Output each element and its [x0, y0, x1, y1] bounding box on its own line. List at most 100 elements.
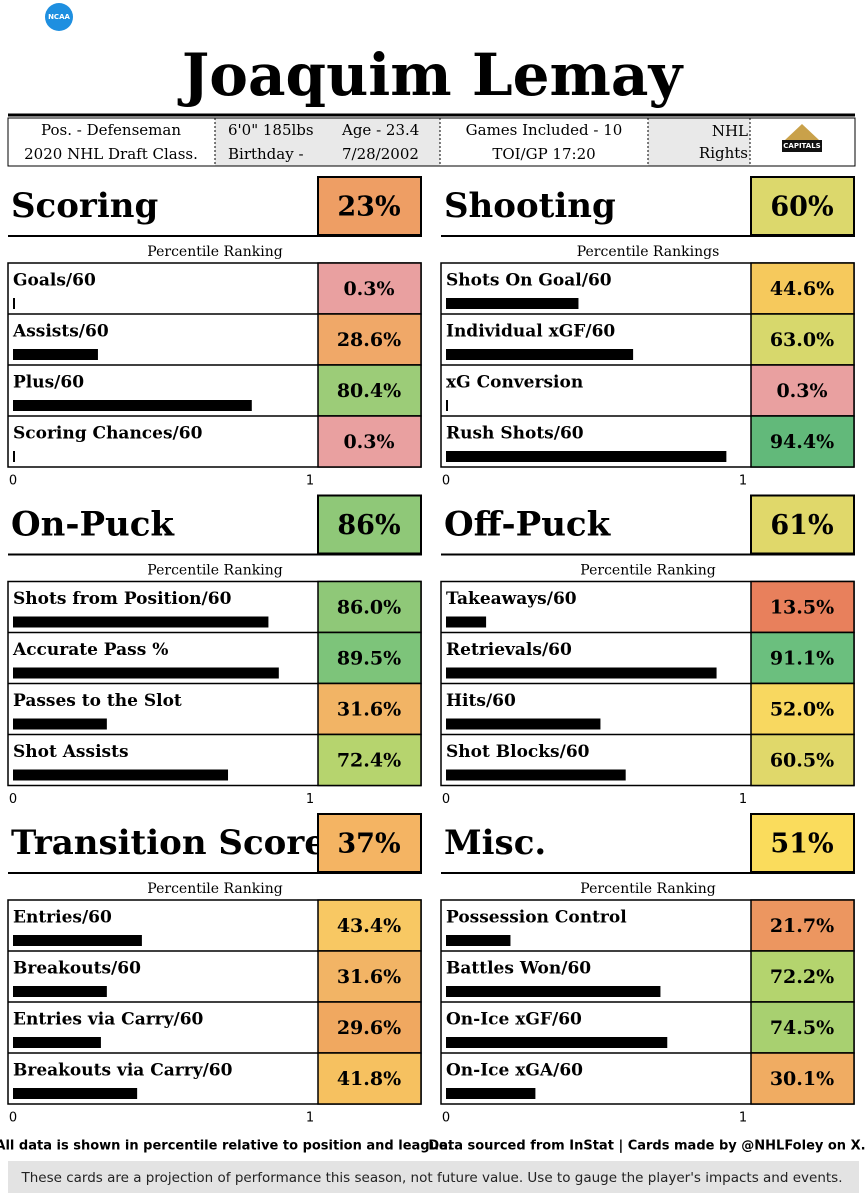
- bar: [446, 451, 727, 462]
- score-box: [317, 494, 422, 555]
- score: 60%: [770, 192, 833, 223]
- value-label: 80.4%: [337, 380, 401, 402]
- category-label: On-Ice xGF/60: [446, 1010, 582, 1030]
- bar: [13, 400, 252, 411]
- info: Pos. - Defenseman: [41, 121, 181, 139]
- value-label: 72.4%: [337, 750, 401, 772]
- cell-bg: [648, 118, 750, 166]
- panel-title: Transition Score: [11, 823, 326, 863]
- category-label: Shots On Goal/60: [446, 271, 612, 291]
- score-box: [750, 813, 855, 873]
- x-tick-label: 1: [306, 1111, 314, 1126]
- category-label: Goals/60: [13, 271, 96, 291]
- subtitle: Percentile Ranking: [580, 563, 715, 579]
- value-label: 0.3%: [343, 278, 394, 300]
- bar: [446, 986, 661, 997]
- x-tick-label: 0: [442, 474, 450, 489]
- value-box: [317, 262, 422, 315]
- panel-title: Misc.: [444, 823, 546, 863]
- value-label: 29.6%: [337, 1017, 401, 1039]
- rights: NHL Rights: [698, 122, 748, 162]
- value-label: 60.5%: [770, 750, 834, 772]
- value-box: [317, 1052, 422, 1105]
- category-label: Shot Blocks/60: [446, 742, 590, 762]
- footer-right: Data sourced from InStat | Cards made by…: [428, 1139, 865, 1154]
- subtitle: Percentile Rankings: [577, 244, 720, 260]
- category-label: Shot Assists: [13, 742, 129, 762]
- category-label: Entries via Carry/60: [13, 1010, 204, 1030]
- bar: [13, 769, 229, 781]
- value-label: 72.2%: [770, 966, 834, 988]
- category-label: Entries/60: [13, 908, 112, 928]
- value-box: [317, 950, 422, 1003]
- bar: [446, 400, 448, 411]
- player-name: Joaquim Lemay: [177, 41, 685, 109]
- value-box: [317, 313, 422, 366]
- bar: [13, 667, 279, 679]
- category-label: Breakouts/60: [13, 959, 141, 979]
- bar: [446, 935, 511, 946]
- bar: [446, 718, 601, 730]
- score-box: [750, 494, 855, 555]
- value-box: [750, 1001, 855, 1054]
- category-label: Possession Control: [446, 908, 627, 928]
- value-label: 43.4%: [337, 915, 401, 937]
- bar: [446, 298, 579, 309]
- category-label: Accurate Pass %: [12, 640, 168, 660]
- value-label: 94.4%: [770, 431, 834, 453]
- info: Games Included - 10: [466, 121, 623, 139]
- x-tick-label: 1: [306, 474, 314, 489]
- bar: [446, 769, 626, 781]
- bar: [446, 1088, 536, 1099]
- rights-box: NHL Rights: [698, 122, 748, 162]
- value-box: [750, 631, 855, 685]
- score: 37%: [337, 829, 400, 860]
- bar: [13, 451, 15, 462]
- category-label: Assists/60: [12, 322, 109, 342]
- bar: [446, 349, 634, 360]
- value-box: [750, 580, 855, 634]
- bar: [446, 667, 717, 679]
- value-label: 52.0%: [770, 699, 834, 721]
- value-label: 91.1%: [770, 648, 834, 670]
- value-box: [317, 682, 422, 736]
- logo-text: NCAA: [48, 13, 70, 21]
- value-box: [750, 262, 855, 315]
- bar: [13, 349, 98, 360]
- subtitle: Percentile Ranking: [147, 563, 282, 579]
- ncaa-logo: [45, 3, 73, 31]
- info: Birthday -: [228, 145, 304, 163]
- category-label: Battles Won/60: [446, 959, 591, 979]
- x-tick-label: 0: [442, 1111, 450, 1126]
- value-box: [750, 950, 855, 1003]
- panel-title: Off-Puck: [444, 505, 612, 545]
- category-label: Individual xGF/60: [446, 322, 615, 342]
- value-box: [750, 415, 855, 468]
- value-label: 21.7%: [770, 915, 834, 937]
- category-label: Plus/60: [13, 373, 84, 393]
- value-label: 13.5%: [770, 597, 834, 619]
- category-label: Takeaways/60: [446, 589, 577, 609]
- value-box: [317, 364, 422, 417]
- score: 51%: [770, 829, 833, 860]
- value-box: [750, 682, 855, 736]
- category-label: Hits/60: [446, 691, 516, 711]
- x-tick-label: 0: [9, 1111, 17, 1126]
- score-box: [317, 176, 422, 236]
- footer-left: All data is shown in percentile relative…: [0, 1139, 453, 1154]
- cell-bg: [215, 118, 440, 166]
- team-logo-bar: [782, 140, 822, 152]
- value-label: 41.8%: [337, 1068, 401, 1090]
- bar: [13, 1037, 101, 1048]
- info-box: [7, 117, 856, 167]
- bar: [13, 1088, 138, 1099]
- info: TOI/GP 17:20: [492, 145, 595, 163]
- panel-title: Shooting: [444, 186, 616, 226]
- note-bg: [8, 1161, 859, 1193]
- cell-dividers: [214, 118, 751, 166]
- value-label: 28.6%: [337, 329, 401, 351]
- team-logo: CAPITALS: [783, 142, 820, 150]
- x-tick-label: 0: [9, 474, 17, 489]
- category-label: Scoring Chances/60: [13, 424, 203, 444]
